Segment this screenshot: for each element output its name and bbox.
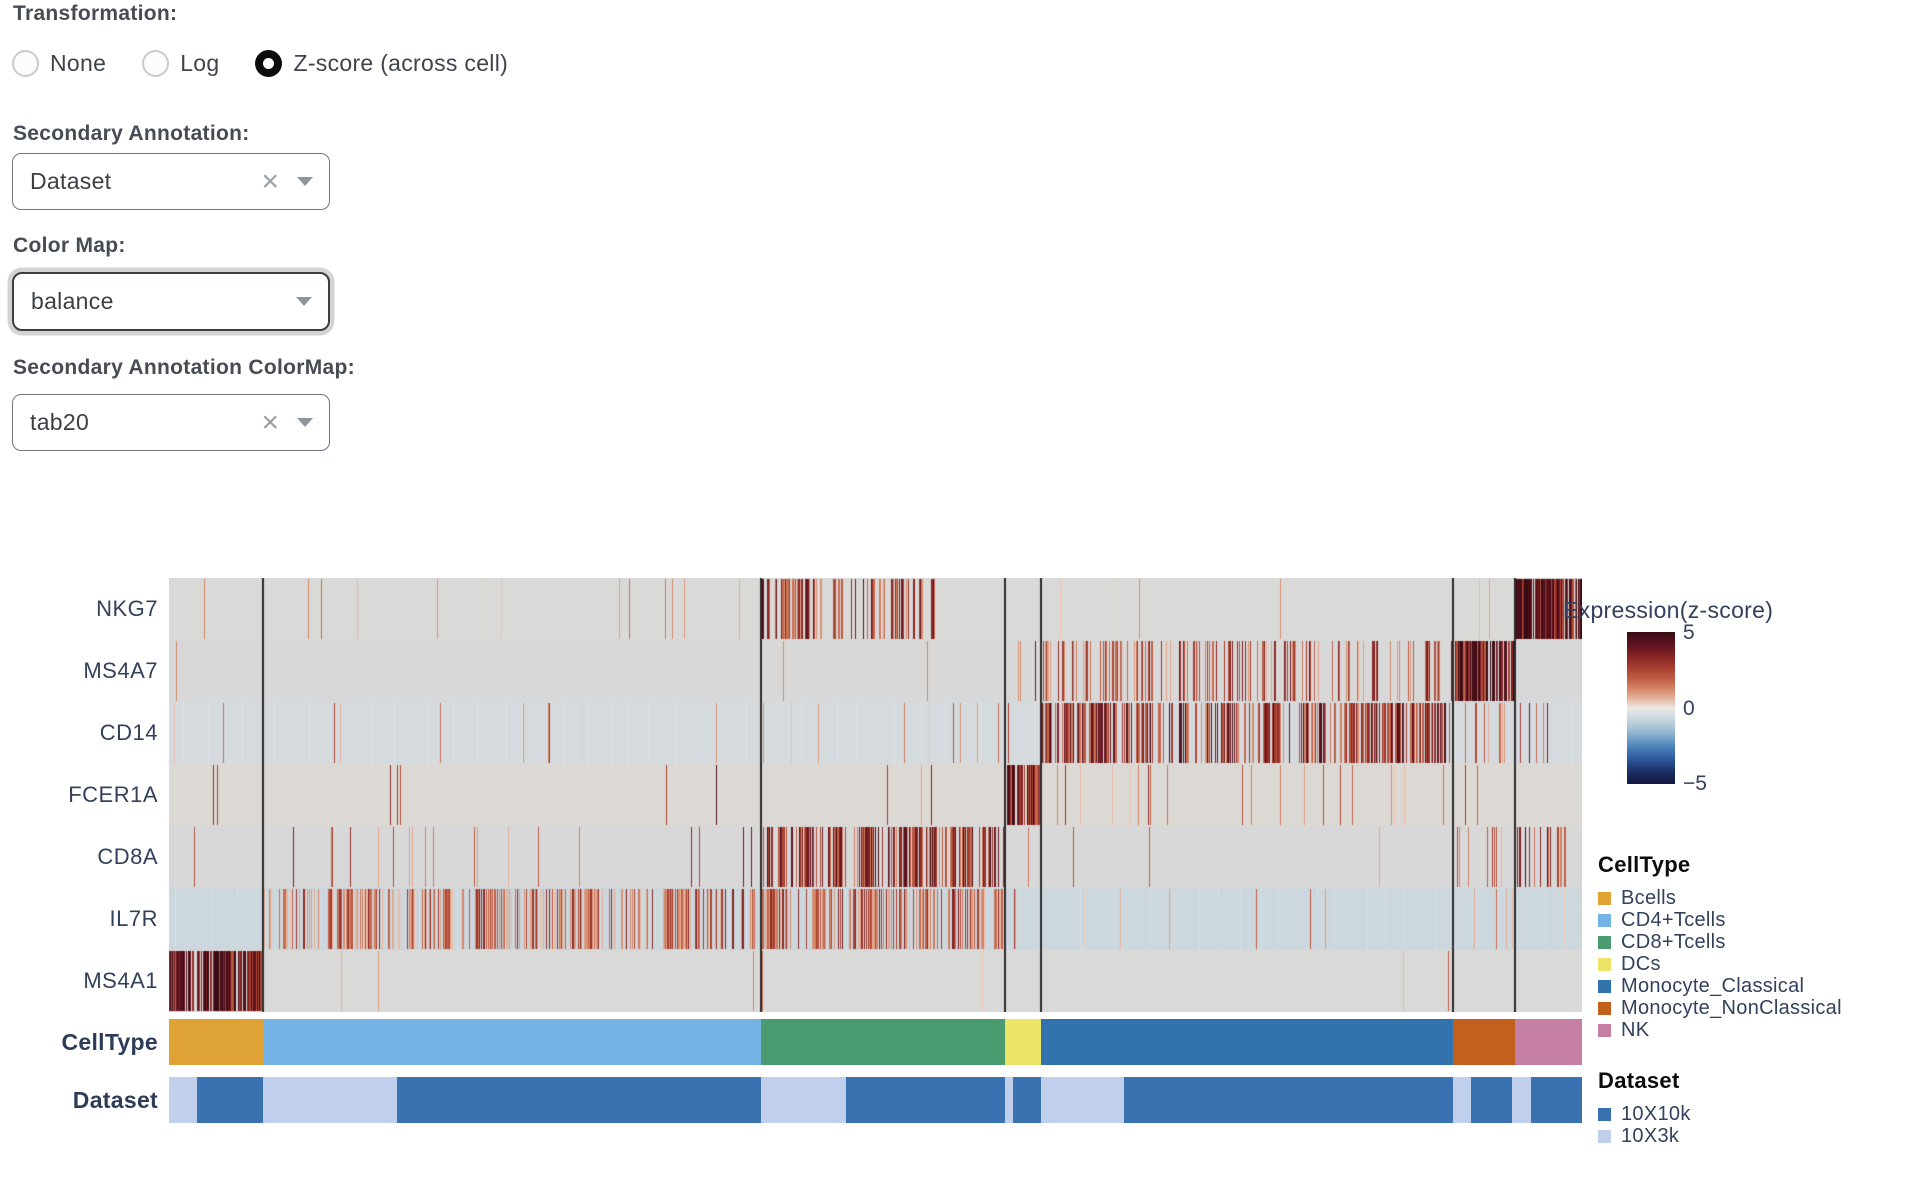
gene-label-cd8a: CD8A (97, 844, 158, 869)
radio-icon-none[interactable] (12, 49, 39, 77)
secondary-annotation-colormap-value: tab20 (30, 409, 90, 435)
secondary-annotation-colormap-select[interactable]: tab20 × (12, 394, 330, 451)
clear-icon[interactable]: × (261, 164, 279, 198)
radio-label-none: None (50, 49, 107, 76)
celltype-segment-DCs (1005, 1019, 1041, 1065)
legend-swatch-icon (1598, 958, 1611, 971)
radio-label-log: Log (180, 49, 220, 76)
colorbar-tick-min: −5 (1683, 772, 1707, 795)
celltype-segment-Monocyte_Classical (1041, 1019, 1453, 1065)
celltype-segment-Bcells (169, 1019, 263, 1065)
gene-label-nkg7: NKG7 (96, 596, 158, 621)
dataset-annotation-bar (169, 1077, 1582, 1123)
radio-option-zscore[interactable]: Z-score (across cell) (255, 49, 509, 77)
celltype-segment-CD4+Tcells (263, 1019, 761, 1065)
legend-entry-monocyte_nonclassical: Monocyte_NonClassical (1598, 997, 1842, 1019)
legend-swatch-icon (1598, 892, 1611, 905)
color-map-select[interactable]: balance (12, 272, 330, 331)
color-map-label: Color Map: (13, 234, 126, 257)
legend-entry-label: NK (1621, 1019, 1650, 1041)
radio-icon-zscore[interactable] (255, 49, 283, 77)
colorbar (1627, 632, 1675, 784)
celltype-annotation-bar (169, 1019, 1582, 1065)
legend-entry-label: Bcells (1621, 887, 1677, 909)
legend-entry-nk: NK (1598, 1019, 1842, 1041)
dataset-segment-10X3k (169, 1077, 197, 1123)
legend-swatch-icon (1598, 1024, 1611, 1037)
dataset-segment-10X10k (846, 1077, 1005, 1123)
dataset-segment-10X10k (1013, 1077, 1041, 1123)
dataset-segment-10X10k (1471, 1077, 1512, 1123)
dataset-bar-label: Dataset (72, 1087, 158, 1113)
gene-label-il7r: IL7R (109, 906, 158, 931)
celltype-segment-NK (1515, 1019, 1582, 1065)
colorbar-title: Expression(z-score) (1563, 597, 1774, 623)
celltype-segment-CD8+Tcells (761, 1019, 1005, 1065)
chevron-down-icon[interactable] (296, 297, 312, 306)
legend-swatch-icon (1598, 980, 1611, 993)
radio-option-none[interactable]: None (12, 49, 107, 77)
dataset-segment-10X3k (761, 1077, 846, 1123)
legend-entry-label: Monocyte_Classical (1621, 975, 1805, 997)
secondary-annotation-label: Secondary Annotation: (13, 122, 250, 145)
legend-swatch-icon (1598, 1108, 1611, 1121)
gene-label-cd14: CD14 (99, 720, 158, 745)
colorbar-tick-max: 5 (1683, 621, 1695, 644)
expression-heatmap (169, 578, 1582, 1012)
chevron-down-icon[interactable] (297, 177, 313, 186)
legend-entry-monocyte_classical: Monocyte_Classical (1598, 975, 1842, 997)
transformation-radio-group: None Log Z-score (across cell) (12, 49, 530, 77)
celltype-legend-entries: Bcells CD4+Tcells CD8+Tcells DCs Monocyte_Cl… (1598, 887, 1842, 1041)
dataset-segment-10X10k (397, 1077, 761, 1123)
dataset-legend-title: Dataset (1598, 1068, 1680, 1093)
legend-entry-label: 10X10k (1621, 1103, 1691, 1125)
secondary-annotation-select[interactable]: Dataset × (12, 153, 330, 210)
radio-label-zscore: Z-score (across cell) (293, 49, 509, 76)
radio-icon-log[interactable] (142, 49, 170, 77)
celltype-legend-title: CellType (1598, 852, 1691, 877)
color-map-value: balance (31, 288, 114, 314)
transformation-label: Transformation: (13, 2, 178, 25)
celltype-legend: CellType Bcells CD4+Tcells CD8+Tcells DCs Mo… (1598, 852, 1842, 1042)
dataset-segment-10X3k (1453, 1077, 1471, 1123)
secondary-annotation-value: Dataset (30, 168, 112, 194)
legend-swatch-icon (1598, 1130, 1611, 1143)
gene-label-ms4a7: MS4A7 (83, 658, 158, 683)
legend-entry-label: CD8+Tcells (1621, 931, 1726, 953)
dataset-segment-10X10k (1531, 1077, 1582, 1123)
legend-entry-10x3k: 10X3k (1598, 1125, 1691, 1147)
legend-entry-label: CD4+Tcells (1621, 909, 1726, 931)
gene-axis-labels: NKG7 MS4A7 CD14 FCER1A CD8A IL7R MS4A1 (0, 578, 158, 1012)
legend-swatch-icon (1598, 914, 1611, 927)
celltype-segment-Monocyte_NonClassical (1453, 1019, 1515, 1065)
celltype-bar-label: CellType (61, 1029, 158, 1055)
legend-swatch-icon (1598, 936, 1611, 949)
legend-entry-dcs: DCs (1598, 953, 1842, 975)
colorbar-tick-zero: 0 (1683, 697, 1695, 720)
radio-option-log[interactable]: Log (142, 49, 220, 77)
clear-icon[interactable]: × (261, 405, 279, 439)
legend-entry-10x10k: 10X10k (1598, 1103, 1691, 1125)
dataset-segment-10X10k (197, 1077, 263, 1123)
legend-entry-label: 10X3k (1621, 1125, 1680, 1147)
dataset-legend: Dataset 10X10k 10X3k (1598, 1068, 1691, 1148)
gene-label-fcer1a: FCER1A (68, 782, 158, 807)
secondary-annotation-colormap-label: Secondary Annotation ColorMap: (13, 356, 355, 379)
dataset-segment-10X3k (1512, 1077, 1531, 1123)
legend-entry-cd4+tcells: CD4+Tcells (1598, 909, 1842, 931)
legend-entry-cd8+tcells: CD8+Tcells (1598, 931, 1842, 953)
legend-entry-bcells: Bcells (1598, 887, 1842, 909)
dataset-segment-10X3k (1041, 1077, 1124, 1123)
dataset-legend-entries: 10X10k 10X3k (1598, 1103, 1691, 1147)
legend-entry-label: DCs (1621, 953, 1661, 975)
chevron-down-icon[interactable] (297, 418, 313, 427)
legend-entry-label: Monocyte_NonClassical (1621, 997, 1842, 1019)
legend-swatch-icon (1598, 1002, 1611, 1015)
dataset-segment-10X3k (1005, 1077, 1013, 1123)
dataset-segment-10X10k (1124, 1077, 1453, 1123)
gene-label-ms4a1: MS4A1 (83, 968, 158, 993)
dataset-segment-10X3k (263, 1077, 397, 1123)
